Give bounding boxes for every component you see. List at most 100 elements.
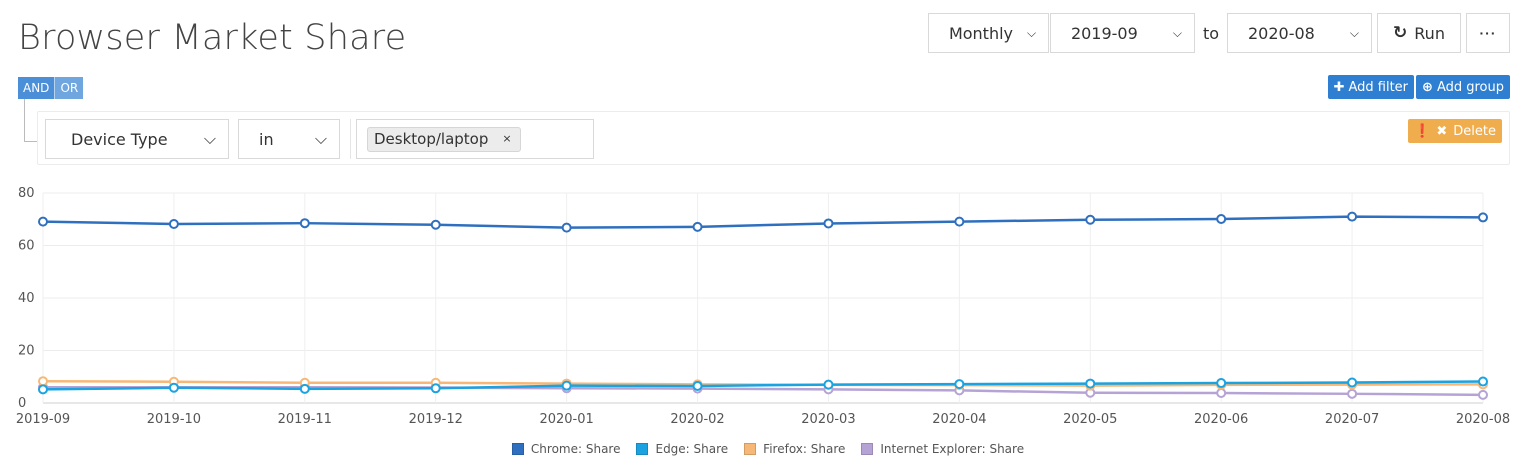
rule-operator-select[interactable]: in ⌵ xyxy=(238,119,340,159)
run-button[interactable]: ↻ Run xyxy=(1377,13,1461,53)
x-tick-label: 2020-01 xyxy=(539,412,593,427)
chevron-down-icon: ⌵ xyxy=(1172,25,1182,40)
series-line xyxy=(42,380,1484,391)
group-actions: ✚ Add filter ⊕ Add group xyxy=(1327,75,1510,99)
rule-field-value: Device Type xyxy=(71,129,168,149)
x-tick-label: 2020-05 xyxy=(1063,412,1117,427)
x-tick-label: 2019-10 xyxy=(147,412,201,427)
or-button[interactable]: OR xyxy=(54,77,84,99)
chevron-down-icon: ⌵ xyxy=(314,129,327,148)
data-point xyxy=(299,383,310,394)
info-icon: ❗ xyxy=(1414,123,1431,139)
legend-label: Firefox: Share xyxy=(763,442,846,456)
data-point xyxy=(692,221,703,232)
data-point xyxy=(1347,388,1358,399)
data-point xyxy=(561,380,572,391)
delete-rule-button[interactable]: ❗ ✖ Delete xyxy=(1408,119,1502,143)
add-group-button[interactable]: ⊕ Add group xyxy=(1416,75,1510,99)
data-point xyxy=(954,216,965,227)
legend-item[interactable]: Internet Explorer: Share xyxy=(861,442,1024,456)
to-label: to xyxy=(1202,23,1219,43)
plus-circle-icon: ⊕ xyxy=(1422,79,1433,95)
plus-icon: ✚ xyxy=(1333,79,1345,95)
to-date-value: 2020-08 xyxy=(1248,23,1315,43)
legend-item[interactable]: Firefox: Share xyxy=(744,442,845,456)
rule-operator-value: in xyxy=(259,129,274,149)
data-point xyxy=(1347,211,1358,222)
data-point xyxy=(1478,212,1488,223)
x-tick-label: 2019-12 xyxy=(409,412,463,427)
tree-connector xyxy=(24,99,38,142)
data-point xyxy=(1347,377,1358,388)
add-filter-button[interactable]: ✚ Add filter xyxy=(1327,75,1415,99)
legend-label: Chrome: Share xyxy=(530,442,621,456)
more-icon: ··· xyxy=(1479,25,1497,41)
from-date-select[interactable]: 2019-09 ⌵ xyxy=(1049,13,1195,53)
legend-label: Internet Explorer: Share xyxy=(880,442,1025,456)
delete-label: Delete xyxy=(1453,123,1496,139)
x-tick-label: 2019-11 xyxy=(278,412,332,427)
data-point xyxy=(38,376,48,387)
toolbar: Monthly ⌵ 2019-09 ⌵ to 2020-08 ⌵ ↻ Run ·… xyxy=(927,13,1510,53)
x-tick-label: 2020-02 xyxy=(670,412,724,427)
period-select[interactable]: Monthly ⌵ xyxy=(927,13,1049,53)
value-tag-label: Desktop/laptop xyxy=(374,129,489,148)
x-tick-label: 2020-08 xyxy=(1456,412,1510,427)
chevron-down-icon: ⌵ xyxy=(203,129,216,148)
data-point xyxy=(1216,213,1227,224)
x-tick-label: 2020-04 xyxy=(932,412,986,427)
data-point xyxy=(168,218,179,229)
remove-tag-icon[interactable]: × xyxy=(502,132,512,145)
rule-value-input[interactable]: Desktop/laptop × xyxy=(356,119,594,159)
more-options-button[interactable]: ··· xyxy=(1466,13,1510,53)
data-point xyxy=(823,218,834,229)
refresh-icon: ↻ xyxy=(1393,23,1408,43)
from-date-value: 2019-09 xyxy=(1070,23,1138,43)
y-tick-label: 0 xyxy=(18,396,26,411)
filter-rule: Device Type ⌵ in ⌵ Desktop/laptop × ❗ ✖ … xyxy=(37,111,1510,165)
data-point xyxy=(1216,378,1227,389)
legend-swatch xyxy=(511,443,524,455)
data-point xyxy=(1085,378,1096,389)
page-title: Browser Market Share xyxy=(18,18,407,58)
period-select-value: Monthly xyxy=(948,23,1013,43)
add-group-label: Add group xyxy=(1436,79,1504,95)
to-date-select[interactable]: 2020-08 ⌵ xyxy=(1227,13,1372,53)
legend-swatch xyxy=(861,443,874,455)
run-button-label: Run xyxy=(1414,23,1445,43)
rule-field-select[interactable]: Device Type ⌵ xyxy=(45,119,229,159)
x-tick-label: 2020-06 xyxy=(1194,412,1248,427)
legend-item[interactable]: Edge: Share xyxy=(636,442,728,456)
y-tick-label: 80 xyxy=(18,186,35,201)
data-point xyxy=(430,383,441,394)
data-point xyxy=(38,384,48,395)
y-tick-label: 60 xyxy=(18,239,35,254)
data-point xyxy=(1478,376,1488,387)
line-chart: 0 20 40 60 80 2019-09 2019-10 2019-11 2019-12 202… xyxy=(16,186,1510,427)
chart-legend: Chrome: Share Edge: Share Firefox: Share In… xyxy=(0,442,1536,456)
close-icon: ✖ xyxy=(1436,123,1448,139)
value-tag: Desktop/laptop × xyxy=(367,126,521,152)
x-tick-label: 2020-03 xyxy=(801,412,855,427)
data-point xyxy=(299,218,310,229)
legend-item[interactable]: Chrome: Share xyxy=(511,442,621,456)
data-point xyxy=(954,379,965,390)
y-tick-label: 20 xyxy=(18,344,35,359)
and-button[interactable]: AND xyxy=(18,77,55,99)
series-line xyxy=(42,215,1484,229)
chevron-down-icon: ⌵ xyxy=(1027,25,1037,40)
chevron-down-icon: ⌵ xyxy=(1349,25,1359,40)
x-tick-label: 2020-07 xyxy=(1325,412,1379,427)
divider xyxy=(350,119,351,159)
data-point xyxy=(823,379,834,390)
data-point xyxy=(561,222,572,233)
data-point xyxy=(430,219,441,230)
data-point xyxy=(38,216,48,227)
x-tick-label: 2019-09 xyxy=(16,412,70,427)
data-point xyxy=(1216,388,1227,399)
legend-label: Edge: Share xyxy=(655,442,729,456)
legend-swatch xyxy=(744,443,757,455)
data-point xyxy=(1085,214,1096,225)
series-line xyxy=(43,386,1484,397)
add-filter-label: Add filter xyxy=(1348,79,1409,95)
